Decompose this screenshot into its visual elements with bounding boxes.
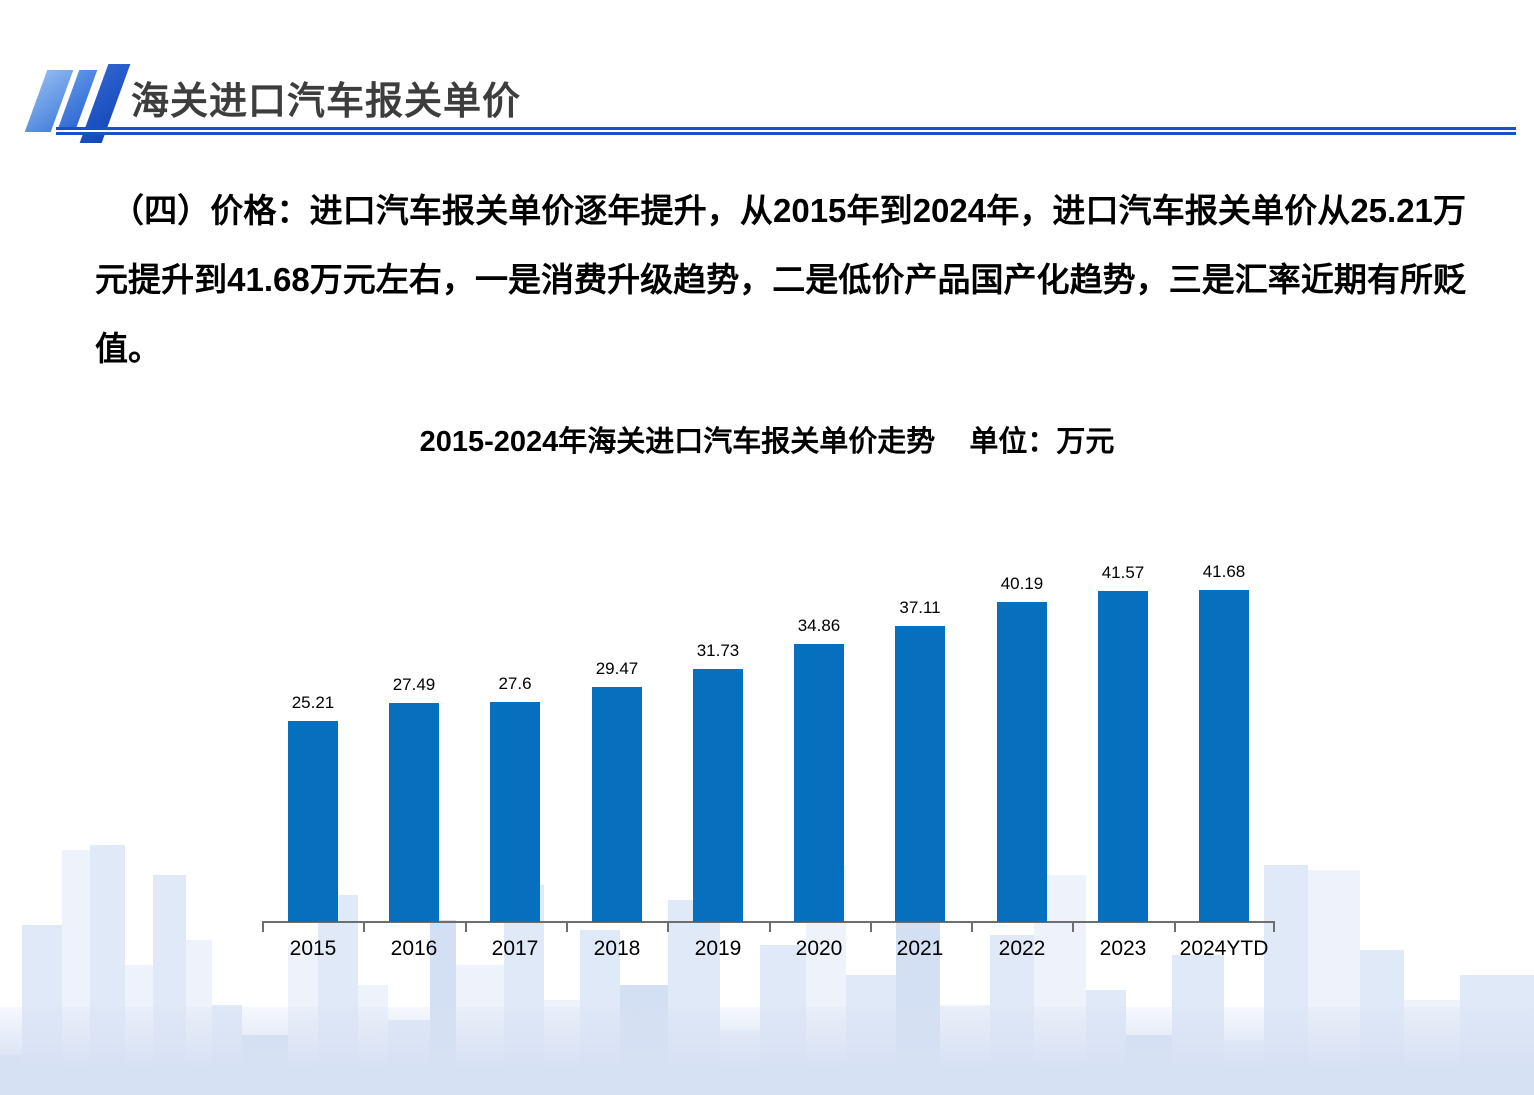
bar-2019: [693, 669, 743, 922]
divider-line-top: [56, 127, 1516, 130]
divider-gap: [56, 130, 1516, 132]
bar-value-label: 25.21: [291, 693, 335, 712]
bar-value-label: 31.73: [696, 641, 740, 660]
x-axis-tick: [1174, 923, 1176, 932]
bar-value-label: 29.47: [595, 659, 639, 678]
chart-plot: 25.21 2015 27.49 2016 27.6 2017 29.47 2018 31.73…: [262, 540, 1275, 960]
x-axis-tick: [262, 923, 264, 932]
x-axis-tick: [1273, 923, 1275, 932]
x-axis-tick: [566, 923, 568, 932]
x-axis-tick: [1072, 923, 1074, 932]
x-axis-label-2020: 2020: [795, 937, 843, 960]
page-title: 海关进口汽车报关单价: [131, 81, 522, 123]
intro-paragraph: （四）价格：进口汽车报关单价逐年提升，从2015年到2024年，进口汽车报关单价…: [95, 192, 1466, 367]
bar-2024YTD: [1199, 590, 1249, 922]
x-axis-label-2015: 2015: [289, 937, 337, 960]
x-axis-tick: [870, 923, 872, 932]
x-axis-line: [262, 921, 1275, 923]
bar-2017: [490, 702, 540, 922]
divider-line-bottom: [56, 132, 1516, 135]
x-axis-label-2023: 2023: [1099, 937, 1147, 960]
bar-value-label: 34.86: [797, 616, 841, 635]
x-axis-label-2019: 2019: [694, 937, 742, 960]
x-axis-label-2018: 2018: [593, 937, 641, 960]
bar-2021: [895, 626, 945, 922]
bar-value-label: 41.68: [1202, 562, 1246, 581]
x-axis-label-2022: 2022: [998, 937, 1046, 960]
x-axis-label-2017: 2017: [491, 937, 539, 960]
bar-2022: [997, 602, 1047, 922]
bar-value-label: 27.49: [392, 675, 436, 694]
x-axis-tick: [971, 923, 973, 932]
bar-2023: [1098, 591, 1148, 922]
chart-title-text: 2015-2024年海关进口汽车报关单价走势: [419, 426, 936, 458]
bar-value-label: 37.11: [899, 598, 941, 617]
bar-value-label: 40.19: [1000, 574, 1044, 593]
x-axis-tick: [465, 923, 467, 932]
bar-2018: [592, 687, 642, 922]
x-axis-tick: [363, 923, 365, 932]
chart-title: 2015-2024年海关进口汽车报关单价走势 单位：万元: [0, 418, 1534, 460]
chart-unit-label: 单位：万元: [969, 426, 1115, 458]
header-divider: [56, 127, 1516, 135]
x-axis-label-2024YTD: 2024YTD: [1179, 937, 1269, 960]
x-axis-label-2016: 2016: [390, 937, 438, 960]
x-axis-tick: [667, 923, 669, 932]
skyline-bottom-band: [0, 1007, 1534, 1095]
bar-value-label: 41.57: [1101, 563, 1145, 582]
x-axis-tick: [769, 923, 771, 932]
bar-2020: [794, 644, 844, 922]
bar-value-label: 27.6: [498, 674, 532, 693]
bar-2015: [288, 721, 338, 922]
x-axis-label-2021: 2021: [896, 937, 944, 960]
bar-2016: [389, 703, 439, 922]
